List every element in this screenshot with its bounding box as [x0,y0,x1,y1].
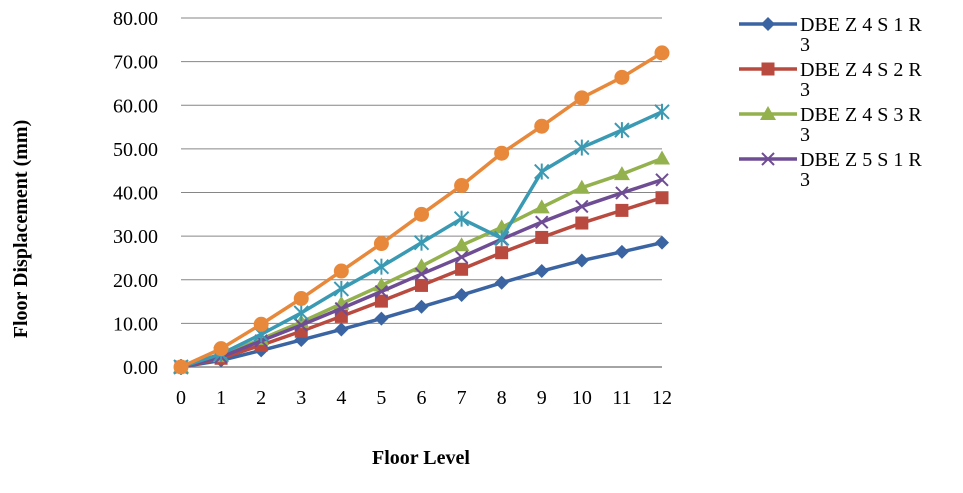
data-point [655,173,669,187]
data-point [614,69,630,85]
data-point [293,304,309,321]
data-point [453,210,470,227]
data-point [373,236,389,252]
y-tick-label: 70.00 [113,52,158,74]
data-point [414,299,429,314]
series-1 [174,235,669,374]
gridlines [181,17,662,324]
data-point [615,186,629,200]
data-point [374,294,388,308]
x-tick-label: 4 [336,387,346,409]
data-point [333,263,349,279]
data-point [173,359,189,375]
y-tick-labels: 0.00 10.00 20.00 30.00 40.00 50.00 60.00 70.00 8… [113,8,158,379]
data-point [760,106,776,120]
data-point [654,45,670,61]
data-point [293,291,309,307]
data-point [414,206,429,222]
data-point [455,262,469,276]
data-point [574,139,590,156]
data-point [453,237,470,252]
data-point [573,179,590,194]
data-point [655,235,669,250]
x-axis-title: Floor Level [372,447,470,469]
x-tick-label: 7 [457,387,467,409]
data-point [294,318,308,332]
x-tick-label: 3 [296,387,306,409]
series-6 [173,45,670,375]
data-point [334,322,349,337]
y-tick-label: 10.00 [113,313,158,335]
data-point [414,267,429,281]
data-point [761,62,775,76]
data-point [535,215,549,229]
x-tick-label: 8 [497,387,507,409]
data-point [454,178,470,194]
x-tick-labels: 0 1 2 3 4 5 6 7 8 9 10 11 12 [176,387,672,409]
y-tick-label: 20.00 [113,270,158,292]
x-tick-label: 6 [417,387,427,409]
data-point [614,244,629,259]
data-point [374,311,389,326]
data-point [761,17,775,31]
data-point [533,199,550,214]
x-tick-label: 10 [572,387,592,409]
data-point [334,301,349,316]
y-tick-label: 50.00 [113,139,158,161]
data-point [454,288,469,303]
data-point [415,278,428,292]
y-tick-label: 30.00 [113,226,158,248]
data-point [333,280,350,297]
y-tick-label: 40.00 [113,183,158,205]
data-point [495,246,509,260]
data-point [534,264,549,279]
data-point [613,166,630,181]
data-point [253,316,269,332]
data-point [493,230,510,247]
x-tick-label: 1 [216,387,226,409]
data-point [654,103,670,120]
data-point [413,234,430,251]
data-point [761,152,775,166]
series-group [173,45,670,375]
y-tick-label: 60.00 [113,95,158,117]
data-point [654,150,670,165]
data-point [574,253,589,268]
x-tick-label: 5 [376,387,386,409]
x-tick-label: 12 [652,387,672,409]
x-tick-label: 9 [537,387,547,409]
data-point [535,230,549,244]
data-point [454,250,469,264]
x-tick-label: 11 [612,387,631,409]
data-point [494,145,510,161]
y-tick-label: 80.00 [113,8,158,30]
y-tick-label: 0.00 [123,357,158,379]
data-point [615,203,629,217]
series-5 [173,103,670,375]
data-point [575,216,589,230]
data-point [494,275,509,290]
data-point [614,122,630,139]
x-tick-label: 0 [176,387,186,409]
data-point [655,191,669,205]
data-point [575,199,589,214]
data-point [574,90,590,106]
data-point [534,118,550,134]
data-point [373,258,390,275]
data-point [374,284,389,299]
data-point [213,341,229,357]
x-tick-label: 2 [256,387,266,409]
data-point [534,163,550,180]
y-axis-title: Floor Displacement (mm) [10,120,32,338]
